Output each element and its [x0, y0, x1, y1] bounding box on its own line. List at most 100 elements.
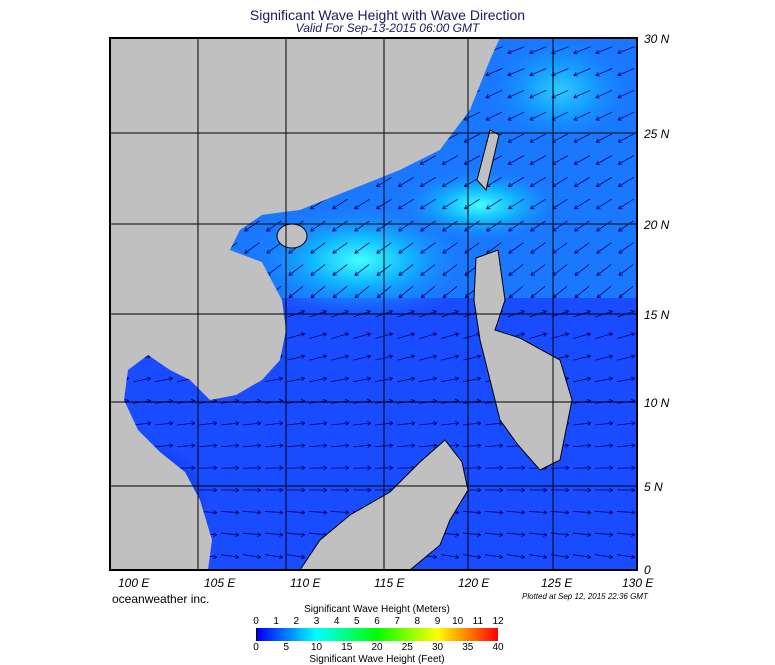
wave-arrow [397, 177, 414, 188]
wave-arrow [398, 286, 414, 299]
wave-arrow [618, 198, 634, 210]
brand-label: oceanweather inc. [112, 592, 210, 606]
wave-arrow [529, 68, 547, 77]
wave-arrow [508, 242, 524, 254]
wave-arrow [420, 286, 436, 299]
lon-label: 125 E [541, 576, 573, 590]
wave-arrow [574, 286, 590, 299]
wave-arrow [221, 421, 240, 426]
wave-arrow [617, 89, 635, 99]
wave-arrow [419, 421, 438, 426]
legend-feet-tick: 15 [341, 642, 353, 653]
wave-arrow [198, 487, 218, 493]
wave-arrow [442, 286, 458, 299]
wave-arrow [508, 198, 524, 210]
wave-arrow [308, 487, 328, 493]
wave-arrow [529, 89, 547, 99]
wave-arrow [419, 376, 438, 383]
legend-feet-tick: 20 [371, 642, 383, 653]
wave-arrow [529, 532, 548, 537]
legend-feet-tick: 10 [310, 642, 323, 653]
wave-arrow [595, 46, 613, 55]
lon-label: 105 E [204, 576, 236, 590]
wave-arrow [420, 220, 436, 232]
wave-arrow [352, 443, 372, 448]
wave-arrow [398, 264, 414, 276]
wave-arrow [463, 111, 481, 121]
wave-arrow [353, 332, 371, 339]
wave-arrow [616, 510, 636, 515]
lon-label: 120 E [458, 576, 490, 590]
wave-arrow [287, 376, 306, 383]
wave-arrow [420, 242, 436, 254]
legend-feet-tick: 25 [401, 642, 413, 653]
wave-arrow [199, 421, 218, 426]
wave-arrow [618, 264, 634, 276]
wave-arrow [309, 421, 328, 426]
wave-arrow [243, 421, 262, 426]
wave-arrow [220, 510, 240, 515]
wave-arrow [420, 264, 436, 276]
wave-arrow [507, 68, 525, 77]
lon-label: 100 E [118, 576, 150, 590]
wave-arrow [310, 242, 326, 254]
wave-arrow [530, 286, 546, 299]
legend-feet-title: Significant Wave Height (Feet) [309, 654, 445, 665]
wave-arrow [486, 220, 502, 232]
wave-arrow [529, 46, 547, 55]
wave-arrow [617, 155, 635, 165]
wave-arrow [508, 286, 524, 299]
legend-meters-title: Significant Wave Height (Meters) [304, 604, 450, 615]
wave-arrow [287, 332, 305, 339]
wave-arrow [419, 354, 438, 361]
lat-label: 25 N [644, 127, 670, 141]
legend-meters-tick: 11 [472, 616, 484, 627]
wave-arrow [595, 155, 613, 165]
wave-arrow [529, 554, 548, 560]
wave-arrow [420, 198, 436, 210]
wave-arrow [574, 220, 590, 232]
wave-arrow [573, 155, 591, 165]
wave-arrow [286, 443, 306, 448]
wave-arrow [244, 242, 260, 254]
wave-arrow [221, 532, 240, 537]
wave-arrow [596, 286, 612, 299]
wave-arrow [529, 133, 547, 143]
wave-arrow [530, 264, 546, 276]
wave-arrow [308, 510, 328, 515]
wave-arrow [265, 376, 284, 383]
wave-arrow [155, 376, 174, 383]
wave-arrow [507, 133, 525, 143]
wave-arrow [572, 510, 592, 515]
wave-arrow [617, 46, 635, 55]
wave-arrow [595, 554, 614, 560]
wave-arrow [286, 510, 306, 515]
wave-arrow [530, 220, 546, 232]
color-scale-bar [256, 628, 498, 641]
wave-arrow [264, 465, 284, 471]
wave-arrow [573, 89, 591, 99]
wave-arrow [617, 332, 635, 339]
wave-arrow [310, 198, 326, 210]
wave-arrow [617, 68, 635, 77]
wave-arrow [462, 443, 482, 448]
wave-arrow [441, 421, 460, 426]
wave-arrow [286, 465, 306, 471]
wave-arrow [310, 264, 326, 276]
wave-arrow [551, 554, 570, 560]
legend-meters-tick: 9 [434, 616, 441, 627]
wave-arrow [485, 111, 503, 121]
wave-arrow [242, 465, 262, 471]
wave-arrow [176, 443, 196, 448]
wave-arrow [354, 198, 370, 210]
wave-arrow [507, 46, 525, 55]
wave-arrow [309, 376, 328, 383]
wave-arrow [616, 443, 636, 448]
wave-arrow [397, 354, 416, 361]
wave-arrow [419, 177, 436, 188]
wave-arrow [528, 510, 548, 515]
legend-feet-tick: 35 [462, 642, 474, 653]
lat-label: 5 N [644, 480, 663, 494]
wave-arrow [442, 220, 458, 232]
wave-arrow [442, 264, 458, 276]
